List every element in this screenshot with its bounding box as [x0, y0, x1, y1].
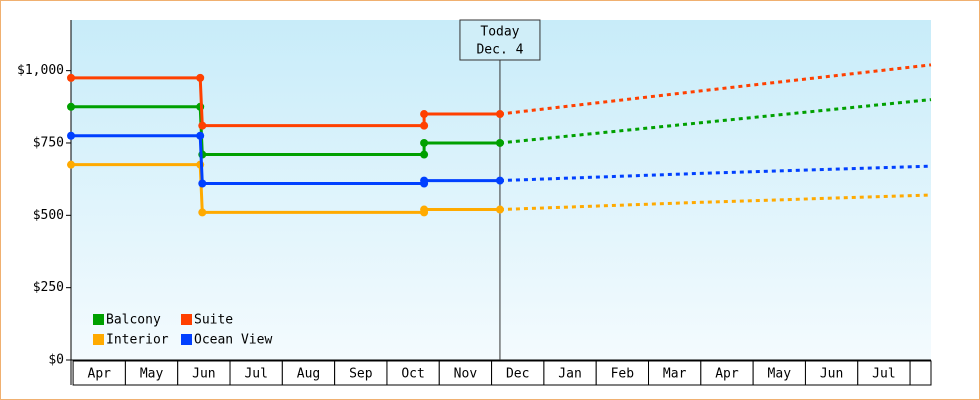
price-point [196, 131, 205, 140]
price-point [495, 205, 504, 214]
x-tick-box [177, 360, 231, 386]
y-tick-label: $500 [33, 208, 64, 223]
price-point [495, 138, 504, 147]
price-line [71, 163, 500, 214]
price-point [196, 73, 205, 82]
price-point [420, 205, 429, 214]
forecast-line [499, 98, 932, 145]
x-tick-label: Feb [611, 367, 635, 382]
price-point [495, 176, 504, 185]
price-point [198, 179, 207, 188]
x-tick-label: Jun [820, 367, 843, 382]
y-tick-label: $250 [33, 280, 64, 295]
x-tick-label: Dec [506, 367, 529, 382]
legend-swatch [93, 314, 104, 325]
today-label: Dec. 4 [476, 43, 523, 58]
price-line [71, 105, 500, 157]
x-tick-label: Jul [244, 367, 267, 382]
x-tick-label: Aug [297, 367, 320, 382]
legend-swatch [181, 314, 192, 325]
y-tick-label: $0 [48, 353, 64, 368]
price-point [67, 131, 75, 140]
price-point [495, 110, 504, 119]
price-point [198, 208, 207, 217]
y-tick-label: $750 [33, 135, 64, 150]
x-tick-box [648, 360, 702, 386]
x-tick-label: Sep [349, 367, 373, 382]
x-tick-label: Apr [715, 367, 739, 382]
x-tick-box [491, 360, 545, 386]
x-tick-box [386, 360, 440, 386]
legend-label: Suite [194, 313, 233, 328]
x-tick-label: Jul [872, 367, 895, 382]
x-tick-box [281, 360, 336, 386]
x-tick-label: Apr [88, 367, 112, 382]
forecast-line [499, 63, 932, 116]
price-point [420, 150, 429, 159]
price-line [71, 76, 500, 128]
price-point [67, 73, 75, 82]
x-tick-box [804, 360, 859, 386]
today-label: Today [480, 25, 519, 40]
price-line [71, 134, 500, 185]
price-point [420, 176, 429, 185]
x-tick-box [857, 360, 911, 386]
price-point [420, 110, 429, 119]
x-tick-label: Nov [454, 367, 478, 382]
x-tick-label: Mar [663, 367, 687, 382]
plot-area [71, 20, 931, 360]
price-point [67, 160, 75, 169]
x-tick-label: May [140, 367, 164, 382]
x-tick-box [543, 360, 597, 386]
legend-swatch [93, 334, 104, 345]
price-point [67, 102, 75, 111]
price-point [198, 121, 207, 130]
legend-label: Ocean View [194, 333, 272, 348]
x-tick-box [700, 360, 754, 386]
legend-label: Interior [106, 333, 169, 348]
x-tick-box [752, 360, 806, 386]
forecast-line [499, 164, 932, 183]
x-tick-label: Jan [558, 367, 581, 382]
price-point [420, 138, 429, 147]
legend-swatch [181, 334, 192, 345]
legend-label: Balcony [106, 313, 161, 328]
price-point [420, 121, 429, 130]
today-box [459, 19, 541, 61]
x-tick-label: May [768, 367, 792, 382]
y-tick-label: $1,000 [17, 63, 64, 78]
forecast-line [499, 193, 932, 212]
x-tick-box [72, 360, 126, 386]
x-tick-box [229, 360, 283, 386]
x-tick-box [438, 360, 493, 386]
x-tick-box [909, 360, 932, 386]
x-tick-label: Jun [192, 367, 215, 382]
x-tick-box [334, 360, 388, 386]
x-tick-box [124, 360, 179, 386]
x-tick-label: Oct [401, 367, 424, 382]
